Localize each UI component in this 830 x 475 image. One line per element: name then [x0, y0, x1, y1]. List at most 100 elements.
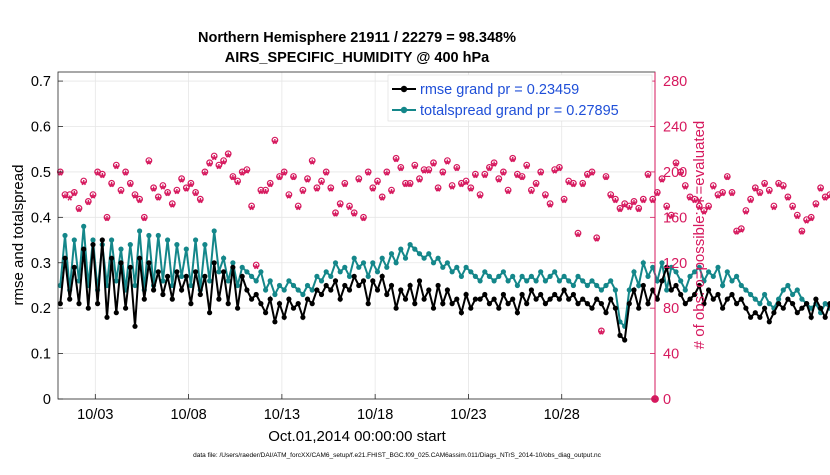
obs-evaluated-point: * — [538, 167, 544, 183]
totalspread-point — [179, 274, 184, 279]
obs-evaluated-point: * — [81, 176, 87, 192]
rmse-point — [823, 315, 828, 320]
y2-tick-label: 40 — [663, 347, 679, 363]
totalspread-point — [496, 274, 501, 279]
rmse-point — [128, 265, 133, 270]
rmse-point — [594, 297, 599, 302]
totalspread-point — [557, 278, 562, 283]
rmse-point — [729, 292, 734, 297]
rmse-point — [58, 301, 63, 306]
totalspread-point — [529, 274, 534, 279]
rmse-point — [478, 297, 483, 302]
rmse-point — [338, 297, 343, 302]
rmse-point — [520, 292, 525, 297]
totalspread-point — [538, 269, 543, 274]
obs-evaluated-point: * — [725, 172, 731, 188]
rmse-point — [715, 292, 720, 297]
obs-evaluated-point: * — [142, 213, 148, 229]
rmse-point — [314, 287, 319, 292]
rmse-point — [589, 306, 594, 311]
y-tick-label: 0 — [43, 392, 51, 408]
rmse-point — [487, 301, 492, 306]
totalspread-point — [324, 269, 329, 274]
rmse-point — [86, 306, 91, 311]
totalspread-point — [575, 274, 580, 279]
rmse-point — [753, 310, 758, 315]
totalspread-point — [356, 265, 361, 270]
totalspread-point — [286, 278, 291, 283]
totalspread-point — [240, 265, 245, 270]
rmse-point — [137, 256, 142, 261]
obs-evaluated-point: * — [594, 233, 600, 249]
rmse-point — [356, 283, 361, 288]
rmse-point — [445, 287, 450, 292]
obs-evaluated-point: * — [571, 179, 577, 195]
rmse-point — [207, 310, 212, 315]
y2-tick-label: 200 — [663, 165, 687, 181]
totalspread-point — [683, 287, 688, 292]
obs-evaluated-point: * — [58, 167, 64, 183]
rmse-point — [543, 301, 548, 306]
rmse-point — [394, 306, 399, 311]
totalspread-point — [296, 287, 301, 292]
x-tick-label: 10/03 — [77, 407, 113, 423]
rmse-point — [813, 297, 818, 302]
totalspread-point — [146, 233, 151, 238]
totalspread-point — [72, 237, 77, 242]
chart-subtitle: AIRS_SPECIFIC_HUMIDITY @ 400 hPa — [225, 50, 490, 66]
totalspread-point — [412, 247, 417, 252]
obs-evaluated-point: * — [813, 199, 819, 215]
rmse-point — [165, 274, 170, 279]
rmse-point — [580, 297, 585, 302]
totalspread-point — [128, 242, 133, 247]
obs-evaluated-point: * — [477, 190, 483, 206]
obs-evaluated-point: * — [249, 201, 255, 217]
totalspread-point — [338, 269, 343, 274]
rmse-point — [473, 297, 478, 302]
obs-evaluated-point: * — [109, 179, 115, 195]
rmse-point — [757, 315, 762, 320]
rmse-point — [767, 319, 772, 324]
totalspread-point — [165, 237, 170, 242]
rmse-point — [95, 301, 100, 306]
totalspread-point — [310, 287, 315, 292]
rmse-point — [771, 310, 776, 315]
totalspread-point — [785, 283, 790, 288]
totalspread-point — [244, 269, 249, 274]
totalspread-point — [720, 283, 725, 288]
rmse-point — [100, 237, 105, 242]
rmse-point — [375, 287, 380, 292]
rmse-point — [781, 306, 786, 311]
rmse-point — [310, 301, 315, 306]
rmse-point — [300, 315, 305, 320]
totalspread-point — [748, 292, 753, 297]
rmse-point — [342, 283, 347, 288]
rmse-point — [440, 301, 445, 306]
totalspread-point — [450, 269, 455, 274]
rmse-point — [436, 283, 441, 288]
totalspread-point — [445, 260, 450, 265]
x-axis-label: Oct.01,2014 00:00:00 start — [268, 428, 446, 445]
rmse-point — [659, 278, 664, 283]
totalspread-point — [291, 283, 296, 288]
rmse-point — [76, 301, 81, 306]
rmse-point — [562, 287, 567, 292]
rmse-point — [174, 269, 179, 274]
rmse-point — [492, 297, 497, 302]
totalspread-point — [608, 278, 613, 283]
totalspread-point — [627, 287, 632, 292]
obs-evaluated-point: * — [510, 154, 516, 170]
rmse-point — [151, 287, 156, 292]
totalspread-point — [90, 237, 95, 242]
rmse-point — [631, 287, 636, 292]
legend-spread-label: totalspread grand pr = 0.27895 — [420, 103, 619, 119]
obs-evaluated-point: * — [739, 224, 745, 240]
rmse-point — [515, 310, 520, 315]
obs-evaluated-point: * — [575, 229, 581, 245]
totalspread-point — [258, 269, 263, 274]
totalspread-point — [482, 269, 487, 274]
totalspread-point — [62, 233, 67, 238]
totalspread-point — [193, 237, 198, 242]
totalspread-point — [524, 278, 529, 283]
rmse-point — [282, 315, 287, 320]
